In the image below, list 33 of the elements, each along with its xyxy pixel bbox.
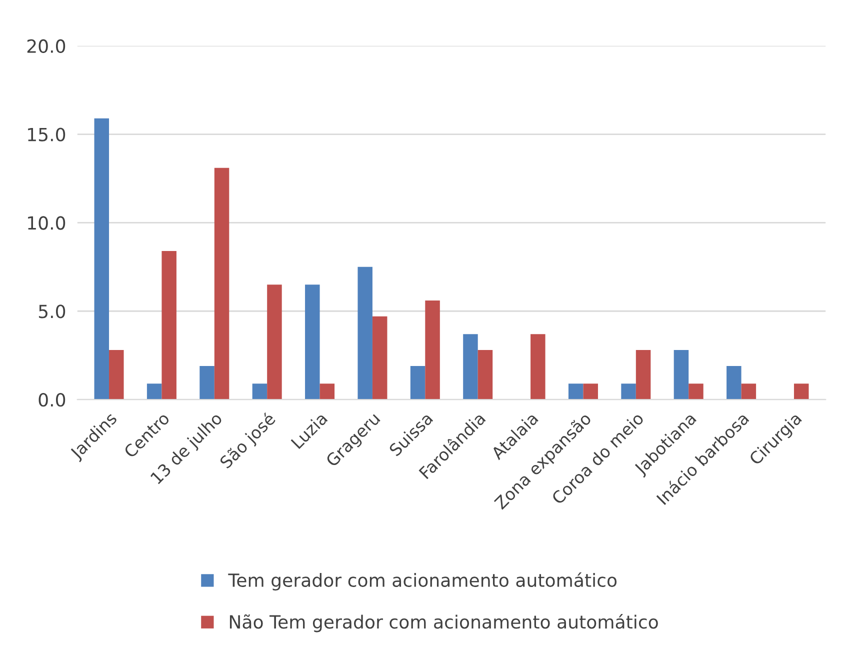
- bar: [674, 350, 689, 400]
- bar: [109, 350, 124, 400]
- y-tick-label: 20.0: [27, 39, 66, 53]
- bar: [621, 384, 636, 400]
- bar: [320, 384, 335, 400]
- bar: [741, 384, 756, 400]
- bar: [146, 384, 162, 400]
- bar: [162, 250, 176, 400]
- bar: [372, 316, 388, 400]
- bar: [478, 350, 493, 400]
- bar: [794, 384, 809, 400]
- y-tick-label: 0.0: [38, 393, 66, 407]
- legend-label: Tem gerador com acionamento automático: [228, 572, 617, 591]
- bar: [463, 334, 478, 400]
- bar: [214, 168, 230, 400]
- bar: [252, 384, 268, 400]
- bar: [726, 366, 742, 400]
- bar: [305, 284, 320, 400]
- bar: [568, 384, 584, 400]
- bar: [267, 284, 282, 400]
- y-tick-label: 15.0: [28, 128, 66, 142]
- y-tick-label: 10.0: [28, 216, 66, 230]
- bar: [410, 366, 426, 400]
- y-tick-label: 5.0: [38, 304, 66, 318]
- legend-label: Não Tem gerador com acionamento automático: [230, 614, 658, 632]
- bar: [425, 300, 440, 400]
- bar: [530, 334, 546, 400]
- bar: [358, 266, 372, 400]
- bar: [636, 350, 651, 400]
- bar: [583, 384, 598, 400]
- bar: [200, 366, 214, 400]
- bar: [688, 384, 704, 400]
- bar: [94, 118, 110, 400]
